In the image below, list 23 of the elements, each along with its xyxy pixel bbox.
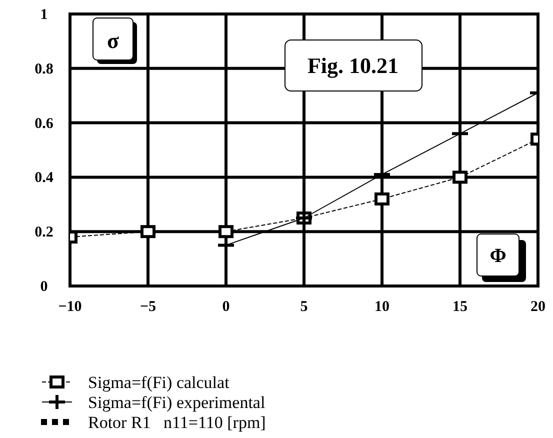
y-tick-label: 0.6 (34, 116, 54, 132)
x-tick-label: 15 (452, 299, 468, 315)
x-tick-label: −5 (140, 299, 156, 315)
x-tick-label: 20 (530, 299, 546, 315)
point (452, 170, 468, 184)
x-tick-label: −10 (58, 299, 82, 315)
text: Rotor R1 n11=110 [rpm] (88, 413, 266, 432)
y-tick-label: 1 (40, 7, 48, 23)
x-tick-label: 5 (300, 299, 308, 315)
legend-label: Sigma=f(Fi) calculat (88, 373, 230, 392)
y-tick-label: 0.8 (34, 61, 54, 78)
y-tick-label: 0.4 (34, 170, 54, 186)
text: Fig. 10.21 (307, 53, 399, 78)
legend-label: Sigma=f(Fi) experimental (88, 393, 266, 412)
point (140, 225, 156, 238)
point (374, 192, 390, 206)
point (218, 225, 234, 238)
y-tick-label: 0.2 (34, 224, 54, 241)
y-tick-label: 0 (40, 279, 48, 295)
x-tick-label: 10 (374, 299, 390, 315)
x-tick-label: 0 (222, 299, 230, 315)
x-axis-title: Φ (490, 245, 506, 267)
y-axis-title: σ (107, 28, 120, 53)
